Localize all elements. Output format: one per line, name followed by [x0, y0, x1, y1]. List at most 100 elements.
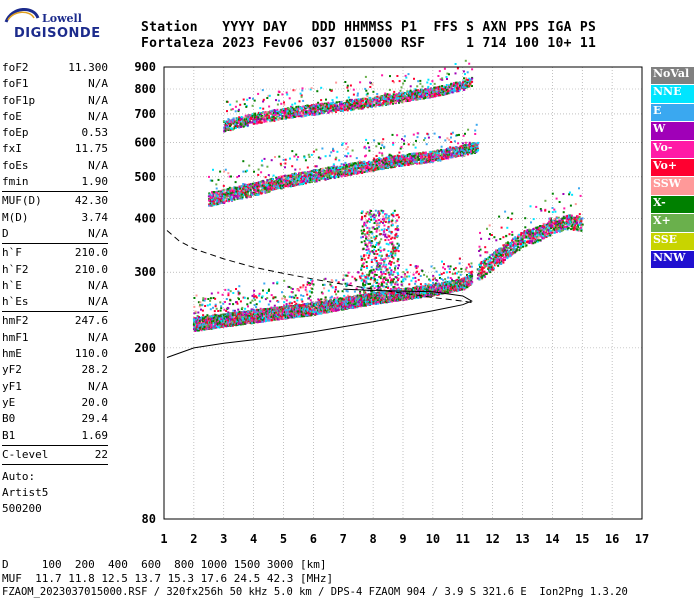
- echo-point: [285, 299, 288, 302]
- echo-point: [219, 309, 222, 312]
- echo-point: [311, 280, 314, 283]
- echo-point: [227, 294, 230, 297]
- echo-point: [351, 275, 354, 278]
- echo-point: [232, 292, 235, 294]
- echo-point: [194, 310, 197, 313]
- param-key: MUF(D): [2, 194, 42, 208]
- echo-point: [261, 320, 264, 323]
- echo-point: [353, 290, 356, 293]
- param-row: yF2 28.2: [2, 362, 108, 378]
- param-key: hmE: [2, 347, 22, 361]
- echo-point: [400, 275, 403, 278]
- echo-point: [215, 307, 218, 310]
- echo-point: [227, 292, 230, 295]
- echo-point: [296, 297, 299, 299]
- echo-point: [209, 308, 212, 311]
- echo-point: [267, 319, 270, 322]
- parameters-panel: foF2 11.300 foF1 N/A foF1p N/A foE N/A foEp 0.53 f…: [2, 60, 108, 517]
- echo-point: [285, 303, 288, 306]
- echo-point: [269, 300, 272, 303]
- echo-point: [327, 289, 330, 292]
- echo-point: [229, 299, 232, 302]
- echo-point: [291, 302, 293, 305]
- echo-point: [199, 301, 202, 304]
- param-row: h`F2 210.0: [2, 262, 108, 278]
- param-row: hmF1 N/A: [2, 330, 108, 346]
- echo-point: [402, 271, 405, 274]
- echo-point: [224, 288, 227, 291]
- echo-point: [235, 288, 237, 290]
- echo-point: [227, 307, 230, 310]
- trace-0: [192, 257, 474, 332]
- echo-point: [375, 285, 378, 288]
- echo-point: [255, 303, 258, 306]
- echo-point: [346, 282, 349, 285]
- echo-point: [266, 292, 268, 294]
- echo-point: [308, 290, 311, 293]
- logo-swoosh-icon: [4, 8, 40, 23]
- echo-point: [281, 291, 283, 294]
- param-key: h`Es: [2, 295, 29, 309]
- echo-point: [207, 298, 210, 300]
- echo-point: [294, 294, 297, 297]
- echo-point: [309, 295, 312, 298]
- echo-point: [253, 304, 256, 307]
- param-row: foEp 0.53: [2, 125, 108, 141]
- param-value: 28.2: [81, 363, 109, 377]
- echo-point: [293, 300, 296, 303]
- param-row: foF2 11.300: [2, 60, 108, 76]
- param-separator: [2, 311, 108, 313]
- param-row: hmF2 247.6: [2, 313, 108, 329]
- station-header-labels: Station YYYY DAY DDD HHMMSS P1 FFS S AXN…: [141, 20, 597, 35]
- echo-point: [258, 300, 261, 303]
- echo-point: [261, 295, 264, 298]
- lowell-digisonde-logo: Lowell DIGISONDE: [4, 4, 100, 44]
- echo-point: [263, 282, 266, 285]
- echo-point: [252, 293, 255, 296]
- echo-point: [225, 298, 228, 300]
- param-value: N/A: [88, 295, 108, 309]
- param-value: 0.53: [81, 126, 109, 140]
- echo-point: [334, 290, 336, 293]
- echo-point: [273, 304, 276, 307]
- echo-point: [284, 297, 286, 300]
- echo-point: [337, 290, 340, 293]
- echo-point: [311, 287, 314, 290]
- echo-point: [304, 286, 307, 289]
- echo-point: [232, 303, 235, 306]
- param-value: N/A: [88, 77, 108, 91]
- echo-point: [200, 308, 202, 311]
- param-separator: [2, 191, 108, 193]
- echo-point: [307, 282, 310, 284]
- param-value: 42.30: [74, 194, 108, 208]
- station-header-values: Fortaleza 2023 Fev06 037 015000 RSF 1 71…: [141, 36, 597, 51]
- echo-point: [272, 296, 275, 299]
- echo-point: [199, 304, 201, 306]
- echo-point: [246, 297, 249, 300]
- param-key: foE: [2, 109, 22, 123]
- echo-point: [201, 303, 204, 306]
- param-key: foF2: [2, 61, 29, 74]
- echo-point: [330, 295, 333, 298]
- echo-point: [264, 308, 267, 311]
- echo-point: [357, 271, 360, 274]
- echo-point: [229, 290, 232, 293]
- echo-point: [288, 286, 291, 288]
- echo-point: [296, 299, 299, 302]
- echo-point: [341, 290, 344, 293]
- echo-point: [312, 283, 315, 286]
- echo-point: [225, 310, 228, 312]
- echo-point: [193, 305, 196, 308]
- echo-point: [279, 310, 282, 312]
- echo-point: [293, 296, 296, 299]
- echo-point: [305, 290, 308, 293]
- echo-point: [370, 293, 373, 296]
- echo-point: [365, 280, 368, 283]
- echo-point: [394, 276, 397, 278]
- echo-point: [323, 283, 326, 286]
- echo-point: [220, 305, 223, 308]
- param-value: N/A: [88, 226, 108, 240]
- echo-point: [278, 316, 281, 319]
- param-value: N/A: [88, 158, 108, 172]
- echo-point: [255, 306, 258, 309]
